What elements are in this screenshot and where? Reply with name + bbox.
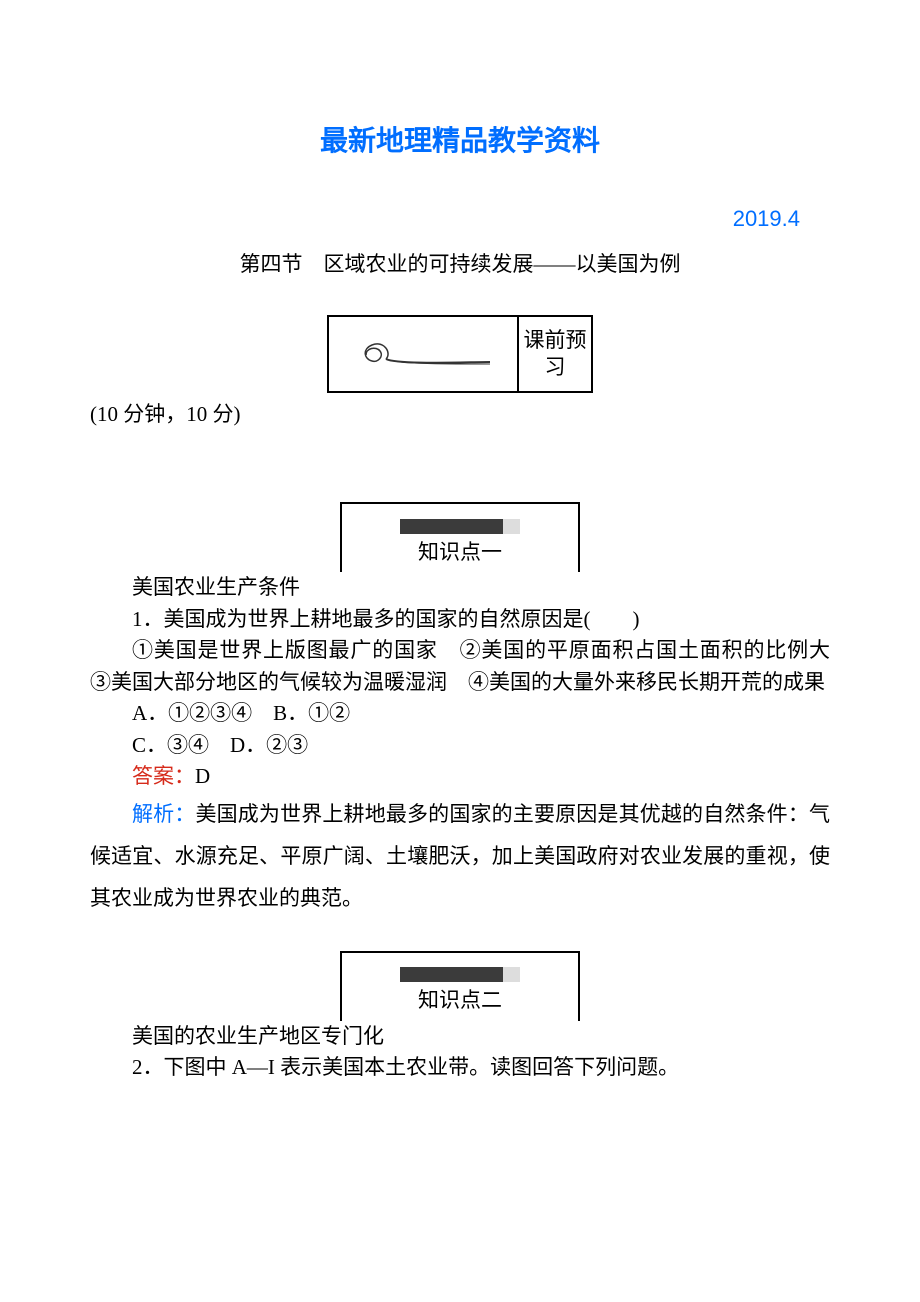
- preview-box-label-line2: 习: [545, 354, 566, 380]
- q2-stem: 2．下图中 A—I 表示美国本土农业带。读图回答下列问题。: [90, 1052, 830, 1084]
- preview-box: 课前预 习: [90, 315, 830, 393]
- knowledge-point-2-box: 知识点二: [90, 951, 830, 1021]
- time-note: (10 分钟，10 分): [90, 399, 830, 431]
- q1-analysis-text: 美国成为世界上耕地最多的国家的主要原因是其优越的自然条件：气候适宜、水源充足、平…: [90, 802, 830, 910]
- q1-option-line-cd: C．③④ D．②③: [90, 730, 830, 762]
- q1-answer-label: 答案：: [132, 764, 195, 788]
- kp1-label: 知识点一: [418, 537, 502, 569]
- doc-title: 最新地理精品教学资料: [90, 120, 830, 162]
- kp1-bar-icon: [400, 519, 520, 534]
- preview-box-ornament-cell: [329, 317, 517, 391]
- curl-ornament-icon: [348, 337, 498, 371]
- preview-box-label-cell: 课前预 习: [517, 317, 591, 391]
- q1-option-line-ab: A．①②③④ B．①②: [90, 698, 830, 730]
- preview-box-frame: 课前预 习: [327, 315, 593, 393]
- kp2-bar-icon: [400, 967, 520, 982]
- q1-stem: 1．美国成为世界上耕地最多的国家的自然原因是( ): [90, 604, 830, 636]
- kp2-frame: 知识点二: [340, 951, 580, 1021]
- preview-box-label-line1: 课前预: [524, 327, 587, 353]
- doc-date: 2019.4: [90, 202, 830, 235]
- q1-answer-line: 答案：D: [90, 761, 830, 793]
- q1-choices-text: ①美国是世界上版图最广的国家 ②美国的平原面积占国土面积的比例大 ③美国大部分地…: [90, 635, 830, 698]
- q1-answer-value: D: [195, 764, 210, 788]
- kp1-frame: 知识点一: [340, 502, 580, 572]
- kp2-topic: 美国的农业生产地区专门化: [132, 1021, 830, 1053]
- kp1-topic: 美国农业生产条件: [132, 572, 830, 604]
- q1-analysis: 解析：美国成为世界上耕地最多的国家的主要原因是其优越的自然条件：气候适宜、水源充…: [90, 793, 830, 919]
- knowledge-point-1-box: 知识点一: [90, 502, 830, 572]
- q1-analysis-label: 解析：: [132, 802, 195, 826]
- spacer: [90, 919, 830, 951]
- kp2-label: 知识点二: [418, 985, 502, 1017]
- section-title: 第四节 区域农业的可持续发展——以美国为例: [90, 249, 830, 281]
